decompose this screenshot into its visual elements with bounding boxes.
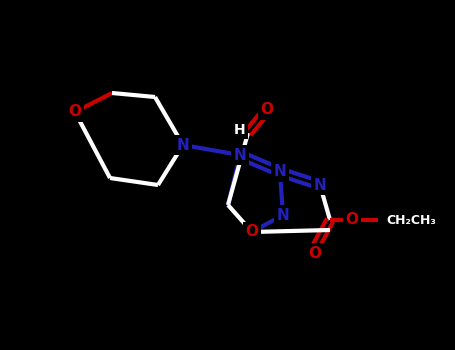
Text: N: N xyxy=(177,138,189,153)
Text: CH₂CH₃: CH₂CH₃ xyxy=(386,214,436,226)
Text: N: N xyxy=(233,147,246,162)
Text: O: O xyxy=(261,103,273,118)
Text: N: N xyxy=(313,177,326,192)
Text: N: N xyxy=(277,208,289,223)
Text: O: O xyxy=(69,105,81,119)
Text: O: O xyxy=(246,224,258,239)
Text: N: N xyxy=(273,164,286,180)
Text: H: H xyxy=(234,123,246,137)
Text: O: O xyxy=(308,245,322,260)
Text: O: O xyxy=(345,212,359,228)
